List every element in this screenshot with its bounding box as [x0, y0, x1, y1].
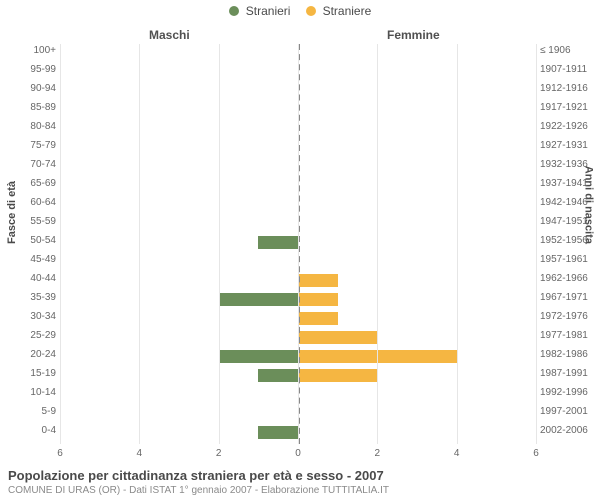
female-row — [298, 291, 536, 308]
female-half — [298, 44, 536, 444]
footer-title: Popolazione per cittadinanza straniera p… — [8, 468, 592, 483]
x-tick-label: 6 — [50, 448, 70, 459]
birth-year-label: 1907-1911 — [540, 64, 598, 75]
legend-item-female: Straniere — [306, 4, 372, 18]
male-bar — [219, 350, 298, 363]
female-bar — [298, 369, 377, 382]
birth-year-label: 1957-1961 — [540, 254, 598, 265]
legend: Stranieri Straniere — [0, 4, 600, 18]
birth-year-label: 1972-1976 — [540, 311, 598, 322]
x-tick-label: 0 — [288, 448, 308, 459]
age-label: 50-54 — [4, 235, 56, 246]
female-bar — [298, 312, 338, 325]
male-bar — [258, 236, 298, 249]
grid-line — [60, 44, 61, 444]
age-label: 100+ — [4, 45, 56, 56]
x-tick-label: 4 — [447, 448, 467, 459]
birth-year-label: 1947-1951 — [540, 216, 598, 227]
age-label: 45-49 — [4, 254, 56, 265]
grid-line — [377, 44, 378, 444]
birth-year-label: 1932-1936 — [540, 159, 598, 170]
side-title-male: Maschi — [149, 28, 190, 42]
birth-year-label: 1942-1946 — [540, 197, 598, 208]
age-label: 25-29 — [4, 330, 56, 341]
legend-swatch-female — [306, 6, 316, 16]
female-bar — [298, 331, 377, 344]
grid-line — [298, 44, 299, 444]
birth-year-label: 1962-1966 — [540, 273, 598, 284]
side-title-female: Femmine — [387, 28, 440, 42]
birth-year-label: 1937-1941 — [540, 178, 598, 189]
birth-year-label: 1982-1986 — [540, 349, 598, 360]
legend-label-male: Stranieri — [246, 4, 291, 18]
x-tick-label: 2 — [209, 448, 229, 459]
birth-year-label: 1952-1956 — [540, 235, 598, 246]
age-label: 15-19 — [4, 368, 56, 379]
male-half — [60, 44, 298, 444]
age-label: 5-9 — [4, 406, 56, 417]
age-label: 65-69 — [4, 178, 56, 189]
birth-year-label: 2002-2006 — [540, 425, 598, 436]
age-label: 60-64 — [4, 197, 56, 208]
female-row — [298, 329, 536, 346]
birth-year-label: 1912-1916 — [540, 83, 598, 94]
age-label: 85-89 — [4, 102, 56, 113]
age-label: 30-34 — [4, 311, 56, 322]
birth-year-label: ≤ 1906 — [540, 45, 598, 56]
grid-line — [457, 44, 458, 444]
age-label: 80-84 — [4, 121, 56, 132]
age-label: 20-24 — [4, 349, 56, 360]
birth-year-label: 1977-1981 — [540, 330, 598, 341]
population-pyramid-chart: Stranieri Straniere Maschi Femmine Fasce… — [0, 0, 600, 500]
age-label: 75-79 — [4, 140, 56, 151]
age-label: 35-39 — [4, 292, 56, 303]
male-row — [60, 348, 298, 365]
chart-footer: Popolazione per cittadinanza straniera p… — [8, 468, 592, 496]
birth-year-label: 1967-1971 — [540, 292, 598, 303]
grid-line — [536, 44, 537, 444]
male-row — [60, 234, 298, 251]
age-label: 70-74 — [4, 159, 56, 170]
female-bar — [298, 274, 338, 287]
male-row — [60, 291, 298, 308]
legend-swatch-male — [229, 6, 239, 16]
grid-line — [139, 44, 140, 444]
female-row — [298, 310, 536, 327]
x-tick-label: 4 — [129, 448, 149, 459]
birth-year-label: 1917-1921 — [540, 102, 598, 113]
male-bar — [219, 293, 298, 306]
age-label: 95-99 — [4, 64, 56, 75]
female-row — [298, 272, 536, 289]
birth-year-label: 1927-1931 — [540, 140, 598, 151]
female-bar — [298, 293, 338, 306]
x-tick-label: 2 — [367, 448, 387, 459]
birth-year-label: 1922-1926 — [540, 121, 598, 132]
female-row — [298, 367, 536, 384]
birth-year-label: 1997-2001 — [540, 406, 598, 417]
birth-year-label: 1987-1991 — [540, 368, 598, 379]
male-row — [60, 424, 298, 441]
birth-year-label: 1992-1996 — [540, 387, 598, 398]
age-label: 40-44 — [4, 273, 56, 284]
x-tick-label: 6 — [526, 448, 546, 459]
male-bar — [258, 369, 298, 382]
legend-label-female: Straniere — [323, 4, 372, 18]
legend-item-male: Stranieri — [229, 4, 291, 18]
male-bar — [258, 426, 298, 439]
male-row — [60, 367, 298, 384]
age-label: 55-59 — [4, 216, 56, 227]
age-label: 0-4 — [4, 425, 56, 436]
female-row — [298, 348, 536, 365]
plot-area: 0224466 — [60, 44, 536, 444]
age-label: 10-14 — [4, 387, 56, 398]
footer-subtitle: COMUNE DI URAS (OR) - Dati ISTAT 1° genn… — [8, 485, 592, 496]
age-label: 90-94 — [4, 83, 56, 94]
grid-line — [219, 44, 220, 444]
